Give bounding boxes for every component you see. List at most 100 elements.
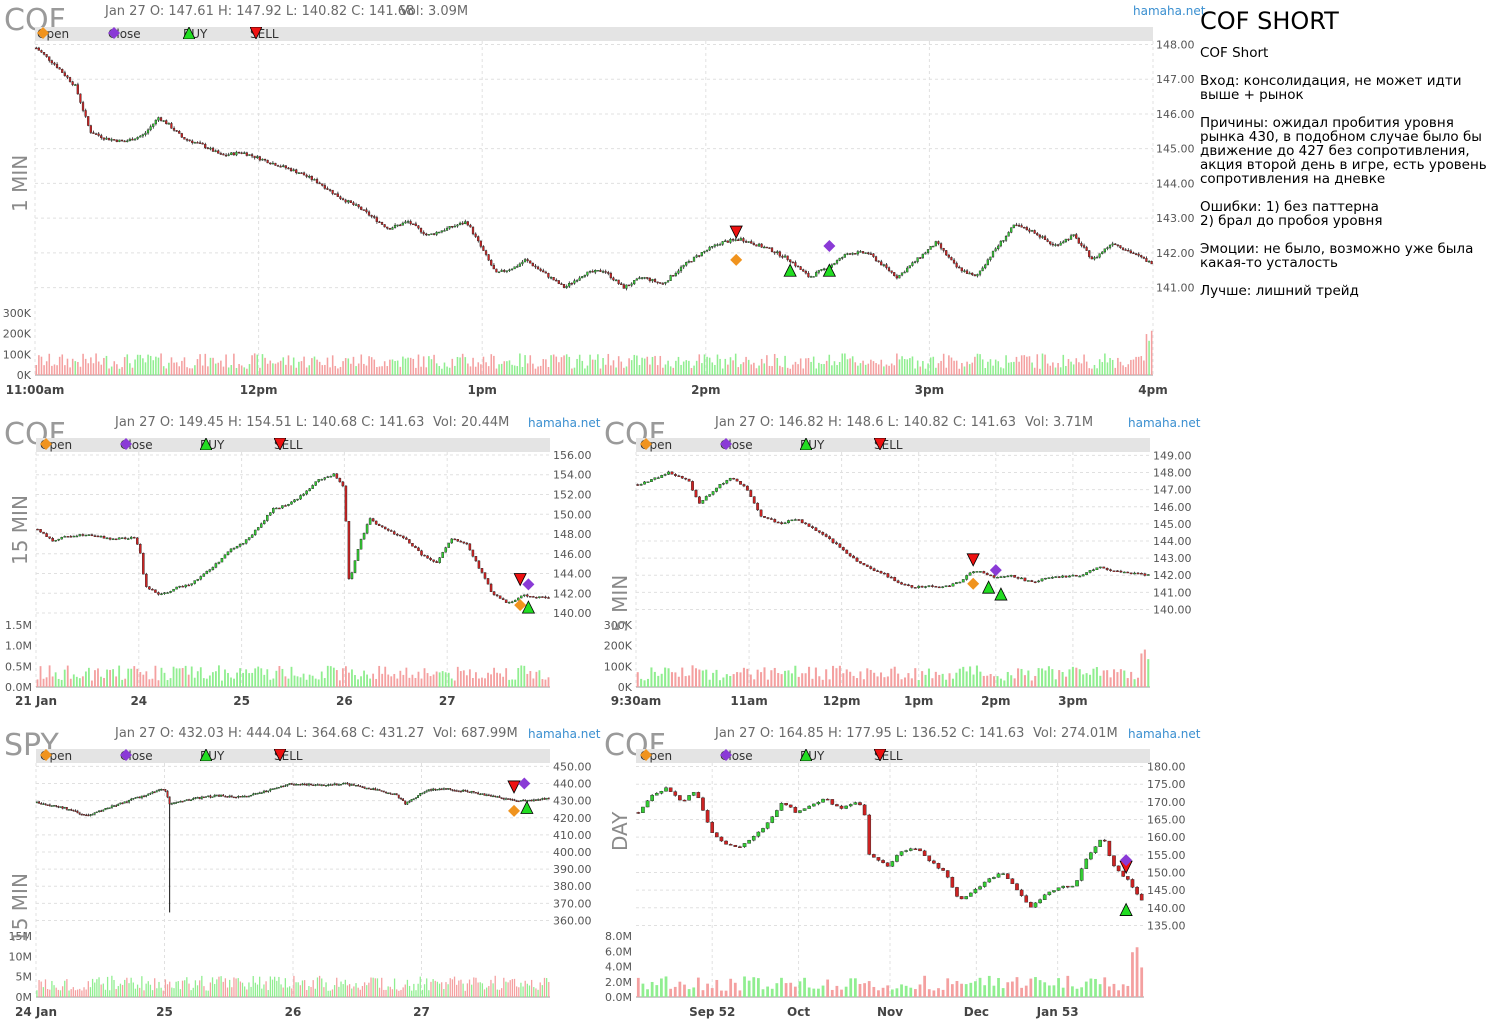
y-tick-label: 140.00	[1147, 902, 1186, 915]
y-tick-label: 144.00	[553, 568, 592, 581]
volume-bar	[1126, 678, 1129, 687]
volume-bar	[112, 669, 115, 687]
volume-bar	[794, 361, 797, 375]
volume-bar	[1122, 365, 1124, 375]
candle-body	[950, 257, 953, 261]
volume-bar	[248, 673, 251, 687]
candle-body	[40, 803, 43, 805]
candle-body	[166, 791, 169, 798]
volume-bar	[518, 987, 520, 997]
candle-body	[645, 800, 650, 808]
candle-body	[426, 555, 429, 559]
volume-bar	[115, 989, 117, 997]
volume-bar	[266, 669, 269, 687]
candle-body	[305, 490, 308, 495]
candle-body	[516, 266, 519, 268]
candle-body	[382, 790, 385, 793]
volume-bar	[903, 359, 906, 375]
volume-bar	[893, 365, 896, 375]
candle-body	[66, 536, 70, 538]
candle-body	[63, 536, 66, 538]
candle-body	[451, 226, 454, 228]
candle-body	[423, 554, 426, 557]
candle-body	[495, 594, 499, 597]
volume-bar	[113, 980, 115, 997]
volume-bar	[267, 990, 269, 997]
volume-bar	[688, 675, 691, 687]
y-tick-label: 175.00	[1147, 778, 1186, 791]
volume-bar	[181, 360, 183, 375]
volume-bar	[828, 679, 831, 687]
candle-body	[113, 139, 116, 141]
candle-body	[322, 784, 325, 787]
legend-sell: SELL	[874, 438, 903, 452]
close-marker	[518, 777, 531, 790]
candle-body	[344, 485, 348, 522]
volume-bar	[209, 357, 212, 375]
candle-body	[654, 793, 659, 796]
candle-body	[780, 522, 784, 524]
candle-body	[346, 782, 349, 785]
candle-body	[396, 224, 399, 227]
volume-bar	[537, 366, 539, 375]
volume-bar	[156, 988, 158, 997]
volume-bar	[763, 363, 766, 375]
candle-body	[35, 47, 38, 50]
candle-body	[919, 257, 922, 259]
volume-bar	[447, 984, 449, 997]
volume-bar	[766, 986, 770, 997]
candle-body	[461, 222, 464, 225]
volume-bar	[906, 359, 909, 375]
candle-body	[886, 573, 890, 578]
candle-body	[1082, 245, 1086, 248]
volume-bar	[923, 975, 927, 997]
volume-bar	[636, 672, 639, 687]
volume-bar	[94, 982, 96, 997]
y-tick-label: 150.00	[553, 508, 592, 521]
volume-bar	[521, 366, 524, 375]
volume-bar	[1027, 670, 1030, 687]
candle-body	[275, 507, 278, 510]
candle-body	[376, 789, 379, 791]
candle-body	[1033, 902, 1038, 908]
volume-bar	[282, 357, 285, 375]
volume-bar	[49, 989, 51, 997]
volume-bar	[777, 673, 780, 687]
volume-bar	[325, 982, 327, 997]
candle-body	[260, 792, 263, 794]
candle-body	[245, 795, 248, 798]
volume-bar	[344, 358, 347, 375]
volume-bar	[106, 976, 109, 997]
candle-body	[948, 585, 951, 587]
candle-body	[217, 561, 221, 564]
candle-body	[290, 783, 293, 785]
candle-body	[515, 800, 518, 802]
candle-body	[1070, 885, 1075, 888]
volume-bar	[103, 677, 105, 687]
volume-bar	[685, 360, 688, 375]
candle-body	[334, 193, 337, 195]
candle-body	[890, 861, 895, 867]
volume-bar	[103, 357, 105, 375]
volume-bar	[910, 678, 913, 687]
volume-bar	[927, 989, 931, 997]
volume-bar	[1147, 659, 1150, 687]
volume-bar	[1124, 367, 1127, 375]
candle-body	[927, 855, 932, 862]
candle-body	[701, 500, 705, 504]
open-marker	[514, 599, 527, 612]
volume-bar	[1059, 367, 1062, 375]
candle-body	[787, 520, 790, 524]
volume-bar	[351, 988, 353, 997]
volume-bar	[119, 983, 122, 997]
volume-bar	[667, 668, 670, 687]
volume-tick-label: 100K	[3, 348, 32, 361]
legend-close: Close	[108, 27, 141, 41]
volume-bar	[310, 986, 312, 997]
candle-body	[299, 495, 302, 500]
volume-bar	[141, 976, 143, 997]
volume-bar	[261, 354, 264, 375]
candle-body	[811, 526, 814, 529]
volume-bar	[433, 354, 435, 375]
candle-body	[187, 799, 190, 801]
